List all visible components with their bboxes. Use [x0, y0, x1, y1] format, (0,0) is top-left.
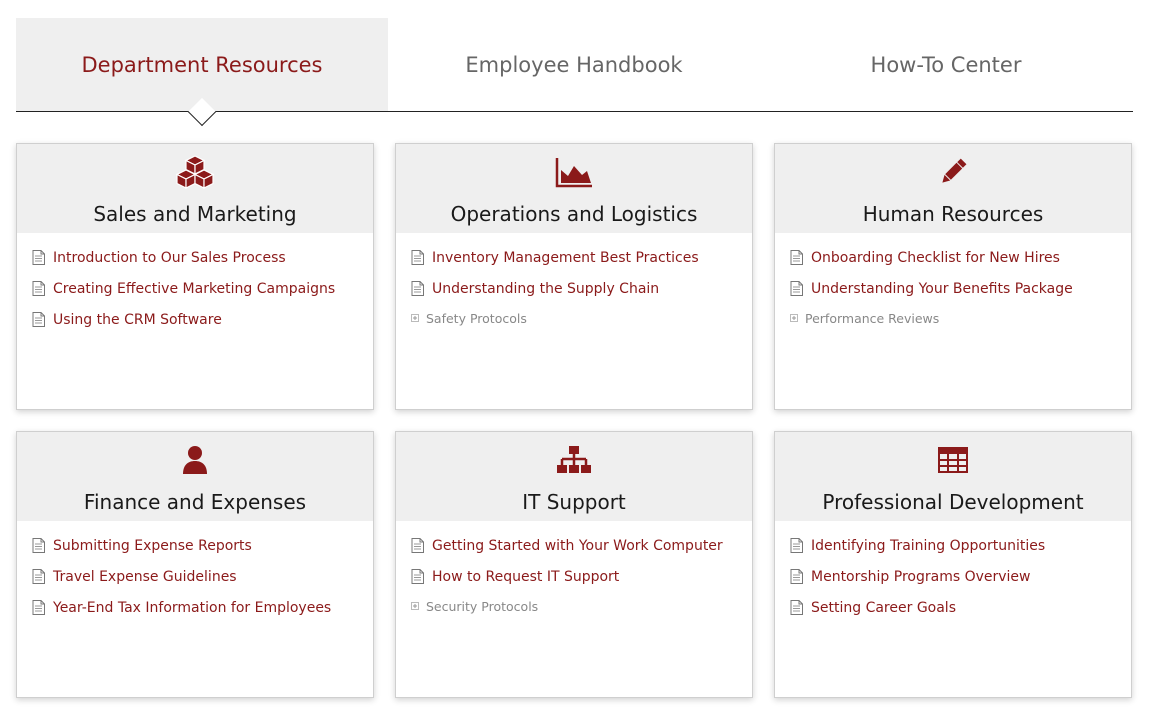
list-item[interactable]: Onboarding Checklist for New Hires: [790, 242, 1131, 273]
tab-how-to-center[interactable]: How-To Center: [760, 18, 1132, 111]
list-item-label: Understanding Your Benefits Package: [811, 280, 1073, 297]
card-human-resources: Human Resources Onboarding Checklist for…: [774, 143, 1132, 410]
card-title: Finance and Expenses: [83, 490, 307, 514]
card-header: Professional Development: [775, 432, 1131, 521]
document-icon: [32, 281, 45, 296]
document-icon: [32, 569, 45, 584]
card-header: Human Resources: [775, 144, 1131, 233]
resource-list: Inventory Management Best Practices Unde…: [396, 233, 752, 332]
list-item[interactable]: Year-End Tax Information for Employees: [32, 592, 373, 623]
document-icon: [32, 250, 45, 265]
document-icon: [411, 538, 424, 553]
list-item-label: Creating Effective Marketing Campaigns: [53, 280, 336, 297]
list-item[interactable]: Understanding Your Benefits Package: [790, 273, 1131, 304]
card-professional-development: Professional Development Identifying Tra…: [774, 431, 1132, 698]
list-item-label: Year-End Tax Information for Employees: [53, 599, 332, 616]
list-item-label: Submitting Expense Reports: [53, 537, 252, 554]
card-it-support: IT Support Getting Started with Your Wor…: [395, 431, 753, 698]
list-item[interactable]: Introduction to Our Sales Process: [32, 242, 373, 273]
resource-list: Identifying Training Opportunities Mento…: [775, 521, 1131, 623]
list-item[interactable]: How to Request IT Support: [411, 561, 752, 592]
list-item[interactable]: Getting Started with Your Work Computer: [411, 530, 752, 561]
list-item-label: Mentorship Programs Overview: [811, 568, 1031, 585]
list-item-label: Setting Career Goals: [811, 599, 956, 616]
list-item[interactable]: Setting Career Goals: [790, 592, 1131, 623]
document-icon: [790, 569, 803, 584]
expand-plus-icon: [411, 602, 419, 610]
folder-item-label: Performance Reviews: [805, 310, 940, 326]
card-title: Sales and Marketing: [93, 202, 297, 226]
list-item[interactable]: Creating Effective Marketing Campaigns: [32, 273, 373, 304]
list-item[interactable]: Submitting Expense Reports: [32, 530, 373, 561]
table-icon: [933, 442, 973, 478]
card-title: Operations and Logistics: [450, 202, 698, 226]
list-item-label: Inventory Management Best Practices: [432, 249, 699, 266]
document-icon: [32, 600, 45, 615]
document-icon: [790, 250, 803, 265]
document-icon: [790, 281, 803, 296]
card-title: Human Resources: [862, 202, 1044, 226]
list-item[interactable]: Understanding the Supply Chain: [411, 273, 752, 304]
tab-bar: Department Resources Employee Handbook H…: [16, 18, 1133, 127]
list-item-label: Onboarding Checklist for New Hires: [811, 249, 1060, 266]
folder-item-label: Security Protocols: [426, 598, 539, 614]
document-icon: [411, 250, 424, 265]
active-tab-pointer: [187, 97, 217, 127]
document-icon: [411, 281, 424, 296]
list-item-label: Introduction to Our Sales Process: [53, 249, 286, 266]
card-sales-and-marketing: Sales and Marketing Introduction to Our …: [16, 143, 374, 410]
user-icon: [175, 442, 215, 478]
card-header: Sales and Marketing: [17, 144, 373, 233]
list-item-label: Travel Expense Guidelines: [53, 568, 237, 585]
folder-item[interactable]: Safety Protocols: [411, 304, 752, 332]
sitemap-icon: [554, 442, 594, 478]
list-item-label: Getting Started with Your Work Computer: [432, 537, 723, 554]
list-item[interactable]: Using the CRM Software: [32, 304, 373, 335]
list-item-label: Identifying Training Opportunities: [811, 537, 1046, 554]
card-header: IT Support: [396, 432, 752, 521]
folder-item[interactable]: Security Protocols: [411, 592, 752, 620]
tab-department-resources[interactable]: Department Resources: [16, 18, 388, 127]
resource-list: Submitting Expense Reports Travel Expens…: [17, 521, 373, 623]
document-icon: [790, 600, 803, 615]
document-icon: [32, 538, 45, 553]
list-item-label: Using the CRM Software: [53, 311, 222, 328]
card-title: Professional Development: [822, 490, 1084, 514]
card-finance-and-expenses: Finance and Expenses Submitting Expense …: [16, 431, 374, 698]
card-title: IT Support: [522, 490, 626, 514]
list-item-label: How to Request IT Support: [432, 568, 620, 585]
resource-list: Introduction to Our Sales Process Creati…: [17, 233, 373, 335]
document-icon: [790, 538, 803, 553]
list-item[interactable]: Mentorship Programs Overview: [790, 561, 1131, 592]
tab-employee-handbook[interactable]: Employee Handbook: [388, 18, 760, 111]
resource-list: Getting Started with Your Work Computer …: [396, 521, 752, 620]
tab-label: Employee Handbook: [465, 52, 683, 77]
area-chart-icon: [554, 154, 594, 190]
folder-item-label: Safety Protocols: [426, 310, 527, 326]
list-item-label: Understanding the Supply Chain: [432, 280, 660, 297]
resource-list: Onboarding Checklist for New Hires Under…: [775, 233, 1131, 332]
expand-plus-icon: [790, 314, 798, 322]
expand-plus-icon: [411, 314, 419, 322]
tab-label: How-To Center: [870, 52, 1022, 77]
list-item[interactable]: Travel Expense Guidelines: [32, 561, 373, 592]
card-header: Operations and Logistics: [396, 144, 752, 233]
list-item[interactable]: Identifying Training Opportunities: [790, 530, 1131, 561]
document-icon: [411, 569, 424, 584]
cubes-icon: [175, 154, 215, 190]
list-item[interactable]: Inventory Management Best Practices: [411, 242, 752, 273]
card-operations-and-logistics: Operations and Logistics Inventory Manag…: [395, 143, 753, 410]
document-icon: [32, 312, 45, 327]
folder-item[interactable]: Performance Reviews: [790, 304, 1131, 332]
pencil-icon: [933, 154, 973, 190]
tab-label: Department Resources: [81, 52, 323, 77]
card-header: Finance and Expenses: [17, 432, 373, 521]
